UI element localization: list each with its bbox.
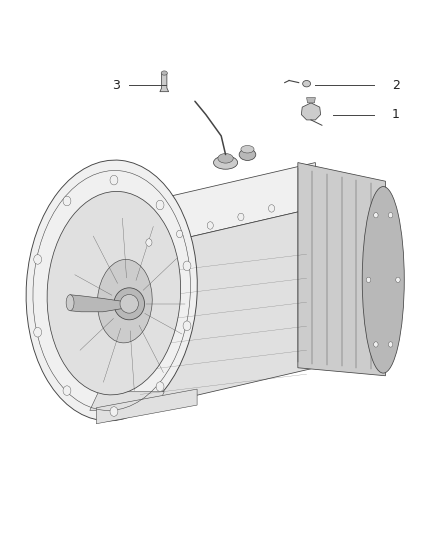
Ellipse shape xyxy=(114,288,145,320)
Circle shape xyxy=(34,255,42,264)
Ellipse shape xyxy=(241,146,254,153)
Ellipse shape xyxy=(213,156,237,169)
Circle shape xyxy=(63,196,71,206)
Circle shape xyxy=(183,321,191,330)
Circle shape xyxy=(207,222,213,229)
Circle shape xyxy=(389,213,393,218)
Ellipse shape xyxy=(161,71,167,75)
Circle shape xyxy=(374,213,378,218)
Text: 3: 3 xyxy=(112,79,120,92)
Polygon shape xyxy=(90,392,164,410)
Ellipse shape xyxy=(239,149,256,160)
Ellipse shape xyxy=(47,191,180,395)
Ellipse shape xyxy=(97,260,152,343)
Polygon shape xyxy=(298,163,385,376)
Ellipse shape xyxy=(218,154,233,163)
Circle shape xyxy=(268,205,275,212)
Circle shape xyxy=(146,239,152,246)
Ellipse shape xyxy=(303,80,311,87)
Polygon shape xyxy=(131,208,315,410)
Ellipse shape xyxy=(362,187,404,373)
Polygon shape xyxy=(96,389,197,424)
Circle shape xyxy=(156,200,164,210)
Circle shape xyxy=(238,213,244,221)
Polygon shape xyxy=(70,295,128,312)
Circle shape xyxy=(389,342,393,347)
Polygon shape xyxy=(131,163,315,251)
Polygon shape xyxy=(131,219,167,410)
Polygon shape xyxy=(301,103,321,120)
Ellipse shape xyxy=(66,295,74,311)
Circle shape xyxy=(177,230,183,238)
Circle shape xyxy=(156,382,164,391)
Circle shape xyxy=(396,277,400,282)
Polygon shape xyxy=(307,98,315,103)
Circle shape xyxy=(374,342,378,347)
Circle shape xyxy=(183,261,191,271)
Ellipse shape xyxy=(26,160,197,421)
Text: 2: 2 xyxy=(392,79,400,92)
Circle shape xyxy=(63,386,71,395)
Circle shape xyxy=(34,327,42,337)
Circle shape xyxy=(110,175,118,185)
Ellipse shape xyxy=(120,294,138,313)
Circle shape xyxy=(366,277,371,282)
Text: 1: 1 xyxy=(392,108,400,121)
Circle shape xyxy=(110,407,118,416)
Polygon shape xyxy=(160,73,169,92)
